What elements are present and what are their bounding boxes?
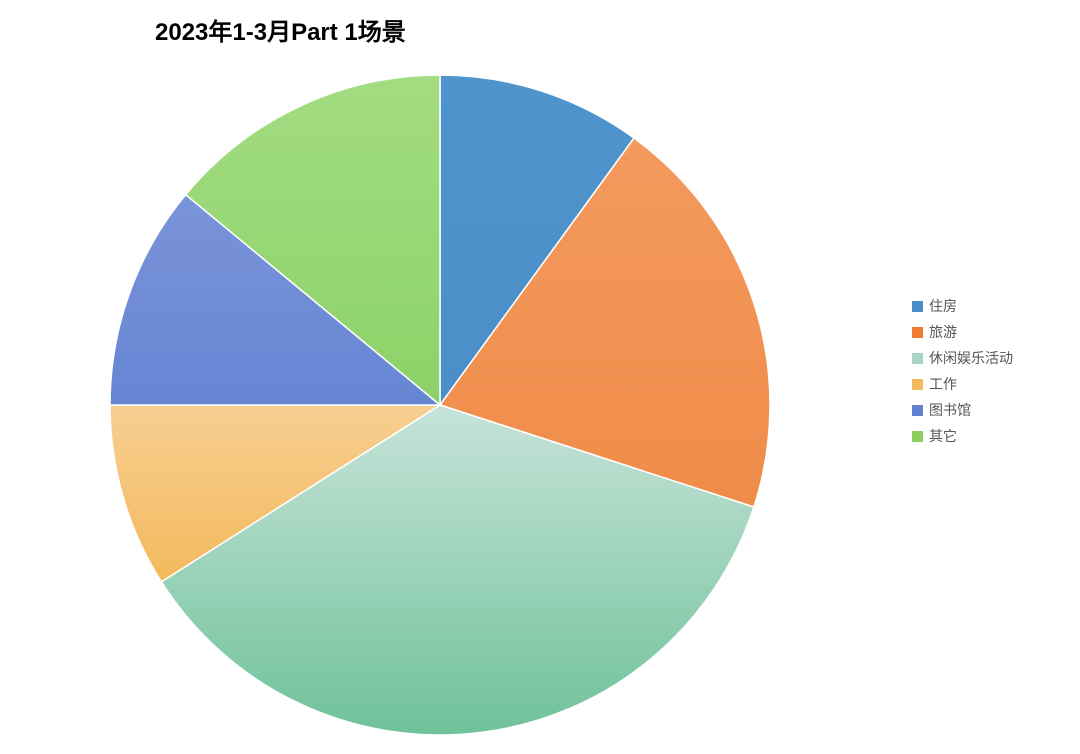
legend: 住房旅游休闲娱乐活动工作图书馆其它 — [912, 296, 1013, 446]
legend-item-0: 住房 — [912, 296, 1013, 316]
legend-swatch-5 — [912, 431, 923, 442]
chart-container: 2023年1-3月Part 1场景 住房旅游休闲娱乐活动工作图书馆其它 — [0, 0, 1080, 754]
legend-label-1: 旅游 — [929, 322, 957, 342]
legend-item-5: 其它 — [912, 426, 1013, 446]
legend-swatch-4 — [912, 405, 923, 416]
legend-item-1: 旅游 — [912, 322, 1013, 342]
legend-item-2: 休闲娱乐活动 — [912, 348, 1013, 368]
legend-label-0: 住房 — [929, 296, 957, 316]
legend-item-4: 图书馆 — [912, 400, 1013, 420]
legend-label-2: 休闲娱乐活动 — [929, 348, 1013, 368]
legend-swatch-0 — [912, 301, 923, 312]
legend-item-3: 工作 — [912, 374, 1013, 394]
legend-swatch-2 — [912, 353, 923, 364]
legend-label-4: 图书馆 — [929, 400, 971, 420]
legend-swatch-1 — [912, 327, 923, 338]
legend-label-5: 其它 — [929, 426, 957, 446]
legend-label-3: 工作 — [929, 374, 957, 394]
legend-swatch-3 — [912, 379, 923, 390]
